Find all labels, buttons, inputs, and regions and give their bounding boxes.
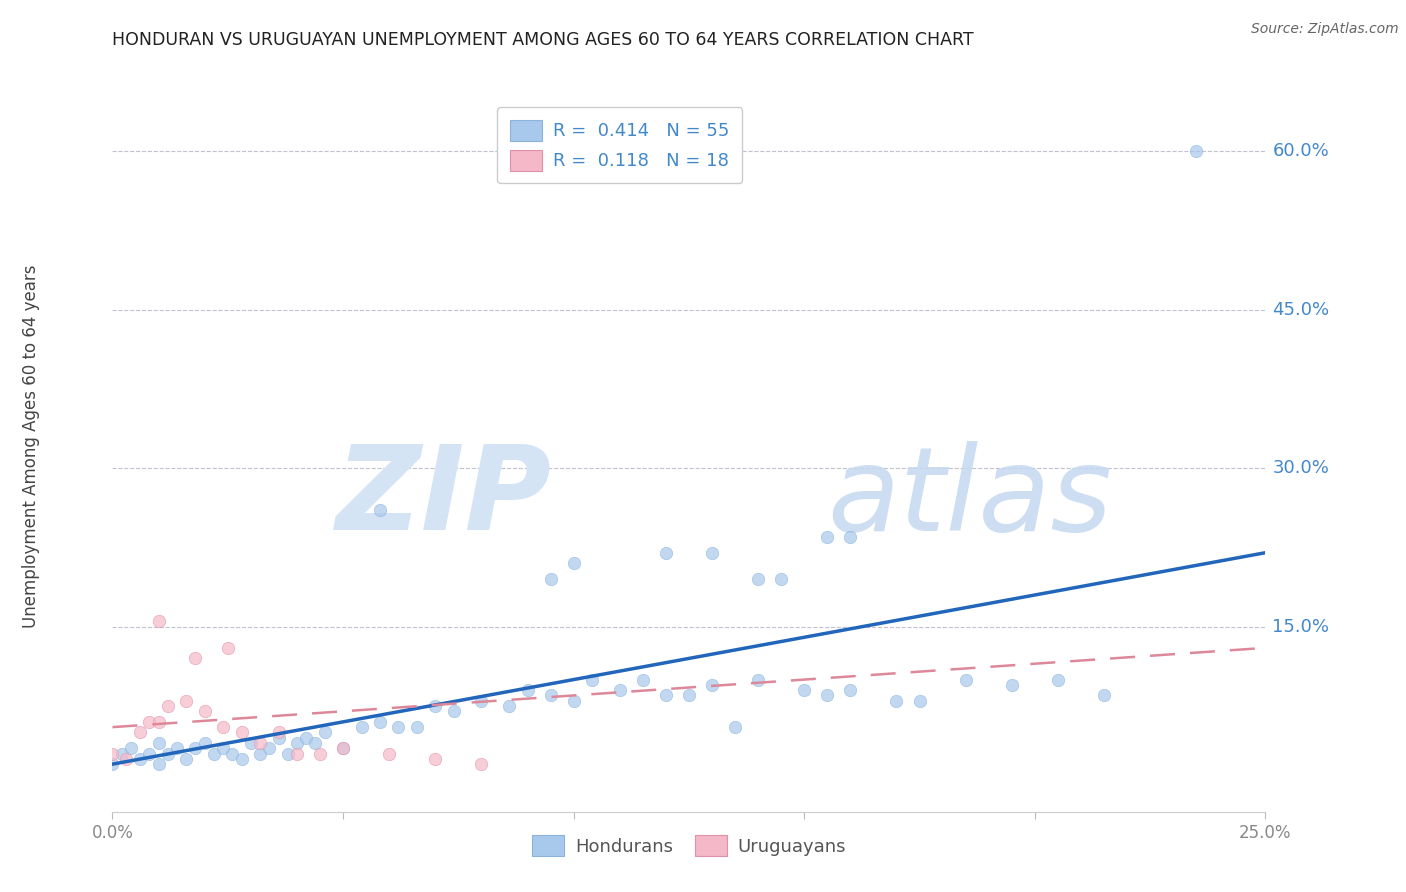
Point — [405, 720, 427, 734]
Point — [267, 725, 290, 739]
Point — [231, 752, 253, 766]
Point — [217, 640, 239, 655]
Point — [498, 698, 520, 713]
Point — [425, 752, 447, 766]
Point — [166, 741, 188, 756]
Point — [562, 694, 585, 708]
Point — [249, 747, 271, 761]
Point — [378, 747, 401, 761]
Point — [815, 689, 838, 703]
Point — [516, 683, 538, 698]
Point — [1046, 673, 1069, 687]
Point — [540, 572, 562, 586]
Point — [314, 725, 336, 739]
Point — [609, 683, 631, 698]
Point — [700, 546, 723, 560]
Point — [304, 736, 326, 750]
Point — [285, 736, 308, 750]
Point — [655, 689, 678, 703]
Text: 15.0%: 15.0% — [1272, 618, 1330, 636]
Point — [239, 736, 262, 750]
Point — [886, 694, 908, 708]
Text: 45.0%: 45.0% — [1272, 301, 1330, 318]
Point — [793, 683, 815, 698]
Point — [540, 689, 562, 703]
Text: Unemployment Among Ages 60 to 64 years: Unemployment Among Ages 60 to 64 years — [22, 264, 39, 628]
Point — [581, 673, 603, 687]
Point — [955, 673, 977, 687]
Point — [839, 683, 862, 698]
Point — [1092, 689, 1115, 703]
Point — [368, 714, 391, 729]
Point — [267, 731, 290, 745]
Point — [115, 752, 138, 766]
Point — [332, 741, 354, 756]
Point — [221, 747, 243, 761]
Point — [129, 725, 152, 739]
Point — [678, 689, 700, 703]
Point — [350, 720, 373, 734]
Point — [747, 673, 769, 687]
Point — [631, 673, 654, 687]
Point — [184, 651, 207, 665]
Point — [129, 752, 152, 766]
Point — [194, 704, 217, 718]
Text: 30.0%: 30.0% — [1272, 459, 1329, 477]
Point — [111, 747, 134, 761]
Point — [156, 698, 179, 713]
Point — [700, 678, 723, 692]
Point — [443, 704, 465, 718]
Point — [309, 747, 332, 761]
Point — [101, 747, 124, 761]
Text: HONDURAN VS URUGUAYAN UNEMPLOYMENT AMONG AGES 60 TO 64 YEARS CORRELATION CHART: HONDURAN VS URUGUAYAN UNEMPLOYMENT AMONG… — [112, 31, 974, 49]
Point — [231, 725, 253, 739]
Point — [249, 736, 271, 750]
Point — [202, 747, 225, 761]
Point — [470, 694, 492, 708]
Point — [908, 694, 931, 708]
Point — [194, 736, 217, 750]
Point — [174, 752, 197, 766]
Text: Source: ZipAtlas.com: Source: ZipAtlas.com — [1251, 22, 1399, 37]
Point — [184, 741, 207, 756]
Point — [174, 694, 197, 708]
Point — [425, 698, 447, 713]
Point — [212, 720, 235, 734]
Point — [770, 572, 793, 586]
Point — [259, 741, 281, 756]
Point — [285, 747, 308, 761]
Point — [148, 736, 170, 750]
Text: 60.0%: 60.0% — [1272, 142, 1329, 160]
Text: atlas: atlas — [827, 441, 1112, 555]
Point — [138, 747, 160, 761]
Point — [295, 731, 318, 745]
Point — [148, 714, 170, 729]
Point — [724, 720, 747, 734]
Point — [368, 503, 391, 517]
Point — [815, 530, 838, 544]
Point — [747, 572, 769, 586]
Point — [148, 757, 170, 772]
Point — [387, 720, 409, 734]
Point — [562, 556, 585, 570]
Text: ZIP: ZIP — [335, 441, 551, 555]
Point — [212, 741, 235, 756]
Point — [138, 714, 160, 729]
Point — [655, 546, 678, 560]
Legend: Hondurans, Uruguayans: Hondurans, Uruguayans — [520, 824, 858, 867]
Point — [470, 757, 492, 772]
Point — [277, 747, 299, 761]
Point — [839, 530, 862, 544]
Point — [101, 757, 124, 772]
Point — [156, 747, 179, 761]
Point — [332, 741, 354, 756]
Point — [148, 615, 170, 629]
Point — [1001, 678, 1024, 692]
Point — [1185, 144, 1208, 158]
Point — [120, 741, 142, 756]
